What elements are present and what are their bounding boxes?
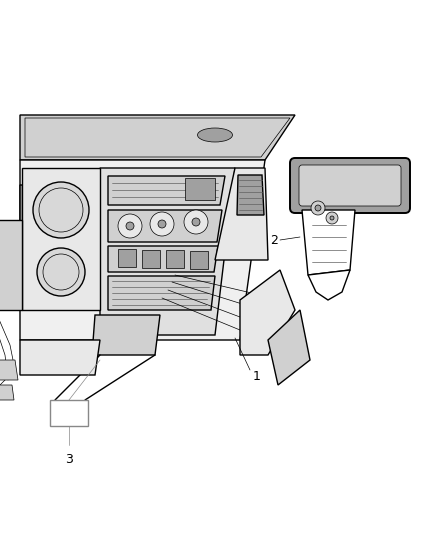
Circle shape: [330, 216, 334, 220]
Polygon shape: [20, 160, 265, 340]
Circle shape: [37, 248, 85, 296]
FancyBboxPatch shape: [290, 158, 410, 213]
Polygon shape: [100, 168, 235, 335]
Polygon shape: [20, 250, 58, 300]
Circle shape: [192, 218, 200, 226]
Polygon shape: [142, 249, 160, 268]
Bar: [185, 178, 215, 200]
Polygon shape: [302, 210, 355, 275]
Polygon shape: [20, 115, 295, 160]
Polygon shape: [190, 251, 208, 269]
Polygon shape: [20, 185, 60, 240]
Circle shape: [126, 222, 134, 230]
Polygon shape: [108, 246, 218, 272]
Polygon shape: [22, 168, 100, 310]
Ellipse shape: [198, 128, 233, 142]
Polygon shape: [92, 315, 160, 355]
Polygon shape: [215, 168, 268, 260]
Polygon shape: [118, 249, 136, 267]
Polygon shape: [0, 220, 22, 310]
Polygon shape: [268, 310, 310, 385]
Circle shape: [65, 253, 85, 273]
Polygon shape: [237, 175, 264, 215]
Text: 1: 1: [253, 370, 261, 384]
Polygon shape: [108, 276, 215, 310]
Polygon shape: [108, 176, 225, 205]
Circle shape: [315, 205, 321, 211]
Circle shape: [311, 201, 325, 215]
Circle shape: [158, 220, 166, 228]
Circle shape: [326, 212, 338, 224]
Polygon shape: [108, 210, 222, 242]
Polygon shape: [240, 270, 295, 355]
Circle shape: [150, 212, 174, 236]
FancyBboxPatch shape: [299, 165, 401, 206]
Polygon shape: [20, 340, 100, 375]
Text: 3: 3: [65, 453, 73, 466]
Text: 2: 2: [270, 233, 278, 246]
Polygon shape: [308, 270, 350, 300]
Circle shape: [33, 182, 89, 238]
Polygon shape: [0, 360, 18, 380]
Bar: [50, 400, 88, 426]
Polygon shape: [0, 385, 14, 400]
Circle shape: [118, 214, 142, 238]
Circle shape: [184, 210, 208, 234]
Polygon shape: [166, 250, 184, 268]
